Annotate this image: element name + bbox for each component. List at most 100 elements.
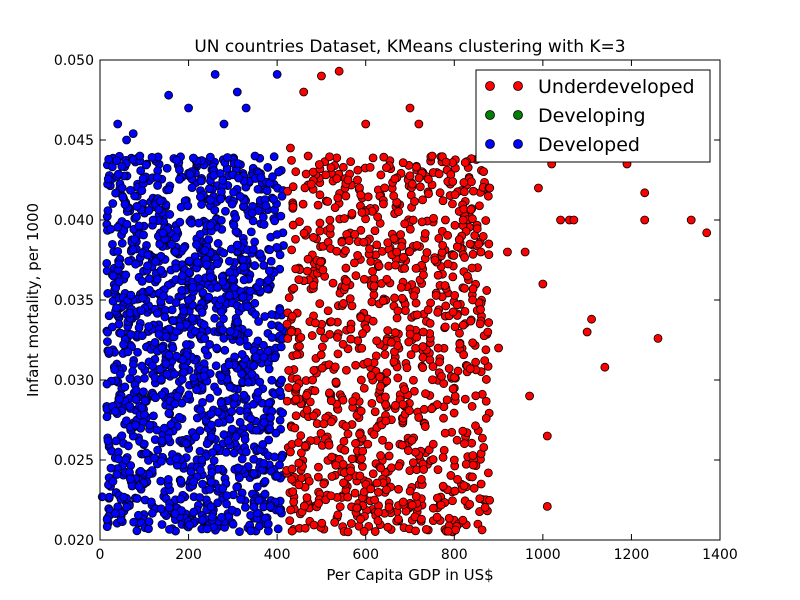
point-developed bbox=[155, 364, 165, 374]
point-underdeveloped bbox=[390, 328, 400, 337]
point-underdeveloped bbox=[356, 190, 366, 200]
point-underdeveloped bbox=[343, 429, 353, 439]
point-developed bbox=[213, 283, 222, 292]
point-underdeveloped bbox=[356, 313, 366, 323]
point-underdeveloped bbox=[449, 408, 459, 418]
point-underdeveloped bbox=[350, 488, 360, 498]
point-underdeveloped bbox=[288, 487, 298, 497]
point-underdeveloped bbox=[421, 389, 430, 399]
point-underdeveloped bbox=[452, 300, 462, 310]
point-developed bbox=[272, 471, 282, 481]
point-underdeveloped bbox=[369, 430, 379, 439]
point-developed bbox=[233, 317, 242, 327]
point-underdeveloped bbox=[316, 350, 326, 360]
point-underdeveloped bbox=[319, 479, 329, 489]
point-developed bbox=[139, 373, 149, 383]
point-underdeveloped bbox=[351, 360, 361, 370]
point-underdeveloped bbox=[485, 495, 495, 505]
point-developed bbox=[159, 423, 169, 433]
point-underdeveloped bbox=[314, 498, 323, 508]
point-developed bbox=[263, 276, 273, 286]
point-underdeveloped bbox=[384, 502, 394, 512]
point-developed bbox=[122, 502, 132, 512]
point-developed bbox=[216, 372, 226, 382]
point-developed bbox=[181, 340, 191, 349]
point-developed bbox=[138, 174, 148, 184]
chart-title: UN countries Dataset, KMeans clustering … bbox=[194, 37, 625, 57]
legend: Underdeveloped Developing Developed bbox=[475, 69, 711, 163]
point-developed bbox=[184, 256, 194, 266]
point-developed bbox=[171, 233, 181, 243]
point-developed bbox=[207, 432, 216, 442]
point-underdeveloped bbox=[365, 163, 375, 172]
point-developed bbox=[179, 367, 189, 377]
point-developed bbox=[103, 436, 113, 446]
legend-marker-underdeveloped bbox=[485, 81, 495, 91]
y-tick-label: 0.045 bbox=[54, 133, 94, 149]
legend-marker-developing bbox=[513, 110, 523, 120]
point-developed bbox=[144, 206, 154, 215]
point-underdeveloped bbox=[468, 460, 478, 470]
point-underdeveloped bbox=[347, 454, 357, 464]
point-underdeveloped bbox=[317, 342, 327, 352]
point-developed bbox=[273, 524, 283, 534]
point-underdeveloped bbox=[444, 364, 454, 373]
point-underdeveloped bbox=[440, 428, 450, 438]
point-underdeveloped bbox=[357, 454, 366, 464]
point-underdeveloped bbox=[346, 324, 356, 334]
point-developed bbox=[248, 244, 258, 254]
ticks-layer: 0 200 400 600 800 1000 1200 1400 0.020 0.025 0.030… bbox=[54, 53, 738, 563]
point-underdeveloped bbox=[434, 169, 444, 179]
point-developed bbox=[171, 298, 181, 308]
point-developed bbox=[126, 290, 136, 300]
y-tick-label: 0.020 bbox=[54, 533, 94, 549]
point-underdeveloped bbox=[414, 173, 424, 183]
point-developed bbox=[164, 90, 174, 100]
point-underdeveloped bbox=[288, 202, 298, 212]
point-underdeveloped bbox=[343, 527, 353, 537]
point-developed bbox=[113, 119, 123, 129]
point-developed bbox=[216, 307, 226, 317]
point-underdeveloped bbox=[459, 350, 469, 360]
point-underdeveloped bbox=[408, 215, 418, 225]
point-developed bbox=[261, 201, 271, 211]
point-underdeveloped bbox=[418, 342, 428, 351]
point-underdeveloped bbox=[376, 451, 385, 460]
point-developed bbox=[179, 306, 189, 316]
point-developed bbox=[210, 205, 220, 215]
point-underdeveloped bbox=[351, 271, 361, 281]
point-underdeveloped bbox=[372, 336, 382, 346]
point-developed bbox=[202, 260, 212, 270]
point-developed bbox=[148, 215, 158, 225]
point-underdeveloped bbox=[405, 103, 415, 113]
point-underdeveloped bbox=[370, 407, 380, 417]
point-developed bbox=[195, 229, 205, 239]
point-underdeveloped bbox=[309, 233, 318, 242]
point-developed bbox=[160, 312, 170, 322]
point-underdeveloped bbox=[383, 238, 393, 248]
point-underdeveloped bbox=[433, 343, 443, 353]
point-underdeveloped bbox=[286, 447, 295, 457]
y-axis-label: Infant mortality, per 1000 bbox=[24, 203, 42, 397]
point-underdeveloped bbox=[288, 220, 298, 230]
point-underdeveloped bbox=[538, 279, 548, 289]
point-developed bbox=[216, 187, 226, 197]
point-developed bbox=[187, 313, 197, 323]
point-underdeveloped bbox=[458, 320, 468, 330]
point-developed bbox=[235, 337, 245, 346]
point-underdeveloped bbox=[370, 495, 379, 505]
point-underdeveloped bbox=[449, 251, 459, 260]
point-underdeveloped bbox=[376, 170, 386, 180]
point-developed bbox=[164, 409, 174, 418]
point-underdeveloped bbox=[483, 327, 493, 337]
point-underdeveloped bbox=[361, 119, 371, 129]
point-developed bbox=[237, 369, 246, 379]
point-developed bbox=[251, 352, 261, 362]
point-developed bbox=[259, 418, 269, 427]
point-underdeveloped bbox=[483, 191, 493, 201]
point-underdeveloped bbox=[338, 395, 348, 405]
point-developed bbox=[132, 202, 142, 211]
point-developed bbox=[137, 186, 147, 196]
point-underdeveloped bbox=[319, 419, 329, 429]
